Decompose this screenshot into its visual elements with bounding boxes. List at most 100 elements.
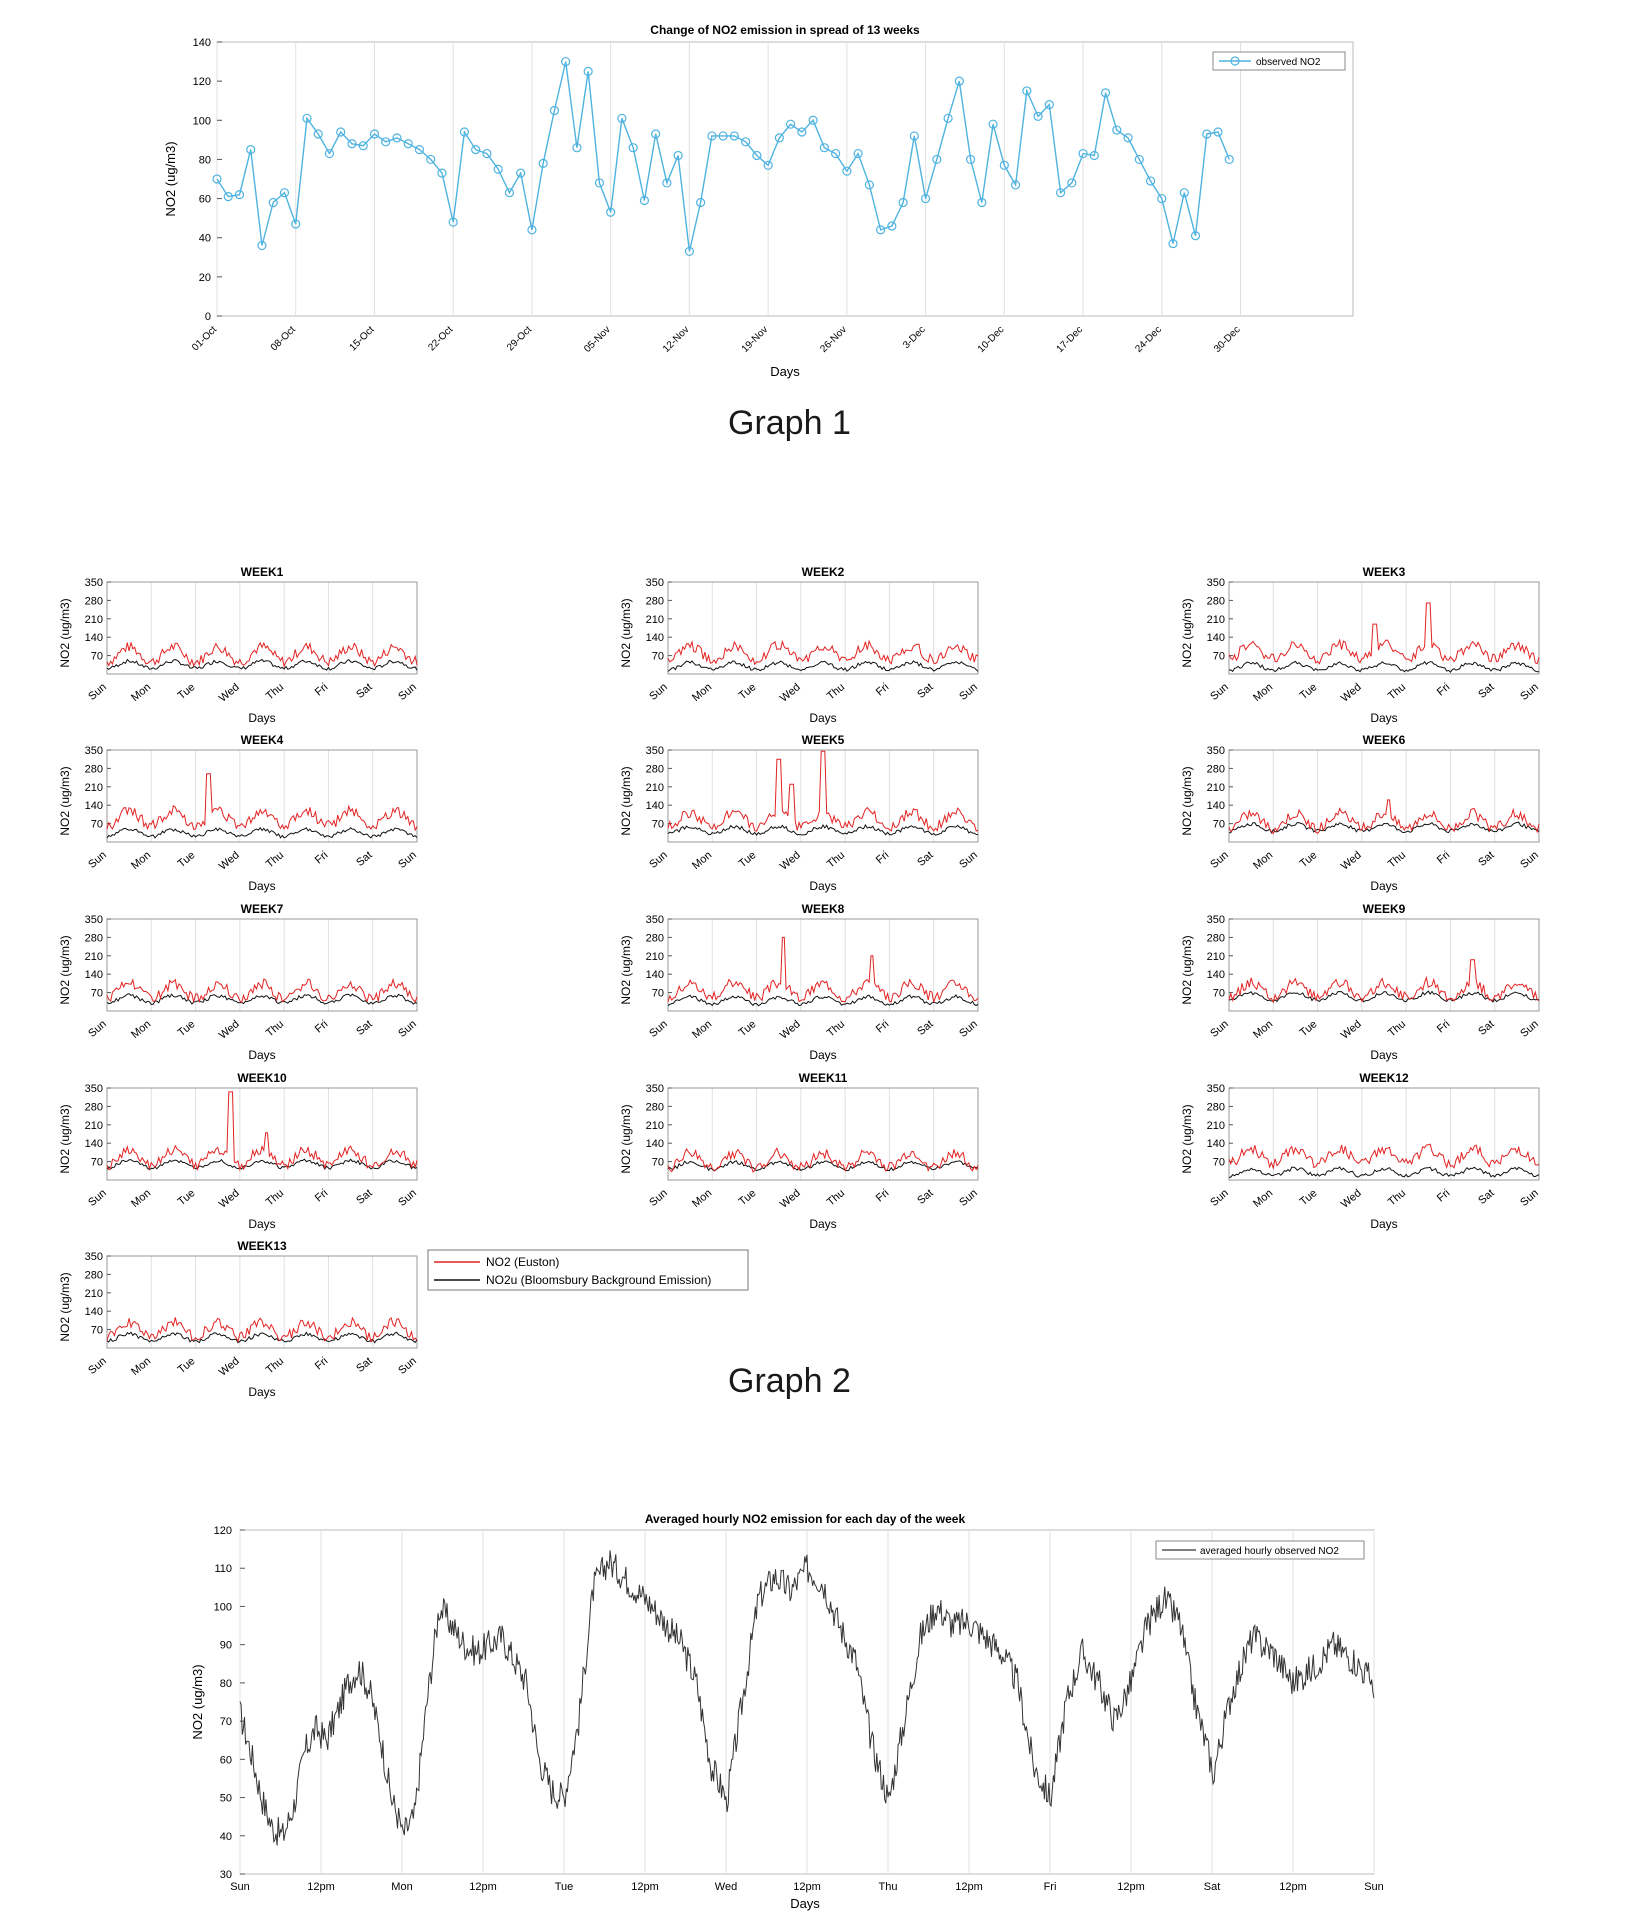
graph1-ytick-label: 0 xyxy=(205,311,211,323)
graph2-xtick-label: Wed xyxy=(217,681,242,705)
graph2-xtick-label: Fri xyxy=(1435,1187,1453,1204)
graph2-bloomsbury-line xyxy=(667,823,979,836)
graph2-plot-frame xyxy=(1228,749,1540,843)
graph1-data-point xyxy=(1044,100,1054,110)
graph2-xtick-label: Sun xyxy=(86,1187,109,1209)
graph2-xtick-label: Sun xyxy=(86,1355,109,1377)
graph1-data-point xyxy=(977,197,987,208)
graph2-xtick-label: Mon xyxy=(690,1187,714,1210)
graph1-data-point xyxy=(527,225,537,235)
graph1-data-point xyxy=(291,219,301,229)
graph2-bloomsbury-line xyxy=(106,993,418,1006)
graph2-xtick-label: Fri xyxy=(1435,1018,1453,1035)
graph1-xtick-label: 08-Oct xyxy=(269,324,298,353)
graph2-xtick-label: Tue xyxy=(1298,1018,1320,1039)
graph2-xtick-label: Sun xyxy=(396,1355,419,1377)
graph2-legend-bloomsbury-label: NO2u (Bloomsbury Background Emission) xyxy=(486,1273,711,1287)
graph1-data-point xyxy=(392,133,402,143)
graph2-ylabel: NO2 (ug/m3) xyxy=(619,598,633,667)
graph2-xtick-label: Tue xyxy=(176,1355,198,1376)
graph2-xlabel: Days xyxy=(1370,879,1397,893)
graph2-xtick-label: Mon xyxy=(1251,1187,1275,1210)
graph2-xtick-label: Mon xyxy=(690,681,714,704)
graph1-data-point xyxy=(696,197,706,208)
graph1-xtick-label: 26-Nov xyxy=(818,324,849,355)
graph2-xtick-label: Sat xyxy=(354,1018,374,1038)
graph2-euston-line xyxy=(1228,799,1540,835)
graph2-ytick-label: 280 xyxy=(646,595,664,607)
graph2-xlabel: Days xyxy=(248,879,275,893)
graph1-data-point xyxy=(1202,129,1212,139)
graph2-xtick-label: Fri xyxy=(1435,849,1453,866)
graph1-data-point xyxy=(617,113,627,123)
graph2-plot-frame xyxy=(667,581,979,675)
graph2-xtick-label: Tue xyxy=(1298,1187,1320,1208)
graph2-euston-line xyxy=(106,641,418,669)
graph2-euston-line xyxy=(1228,1143,1540,1171)
graph3-ytick-label: 70 xyxy=(220,1716,232,1728)
graph2-panel-week1: Sun Mon Tue Wed Thu Fri Sat Sun 70 140 210 280 350 WE… xyxy=(58,565,419,725)
graph1-data-point xyxy=(920,193,931,204)
graph1-xtick-label: 10-Dec xyxy=(976,324,1007,355)
graph1-data-point xyxy=(279,188,290,198)
graph2-ylabel: NO2 (ug/m3) xyxy=(619,766,633,835)
graph3-chart: 30 40 50 60 70 80 90 100 110 120 Sun 12pm Mon 12pm Tu… xyxy=(190,1512,1384,1911)
graph2-plot-frame xyxy=(106,749,418,843)
graph2-xtick-label: Tue xyxy=(737,849,759,870)
graph2-xtick-label: Sun xyxy=(1208,1018,1231,1040)
graph2-xlabel: Days xyxy=(809,1217,836,1231)
graph1-ytick-label: 40 xyxy=(199,233,211,245)
graph2-panel-week5: Sun Mon Tue Wed Thu Fri Sat Sun 70 140 210 280 350 WE… xyxy=(619,733,980,893)
graph2-xtick-label: Sun xyxy=(86,1018,109,1040)
graph2-xlabel: Days xyxy=(809,1048,836,1062)
graph1-ytick-label: 60 xyxy=(199,194,211,206)
graph1-data-point xyxy=(853,148,863,159)
graph3-ytick-label: 120 xyxy=(214,1525,232,1537)
graph3-xtick-label: Sat xyxy=(1204,1881,1221,1893)
graph3-ytick-label: 40 xyxy=(220,1831,232,1843)
graph2-xtick-label: Mon xyxy=(129,1355,153,1378)
graph2-xtick-label: Sun xyxy=(86,681,109,703)
graph2-xtick-label: Tue xyxy=(176,849,198,870)
graph2-panel-title: WEEK9 xyxy=(1363,902,1406,916)
graph1-gridlines xyxy=(216,42,1242,316)
graph2-ytick-label: 280 xyxy=(85,932,103,944)
graph1-data-point xyxy=(516,168,526,178)
graph1-data-point xyxy=(1100,88,1111,98)
graph2-ytick-label: 210 xyxy=(1207,614,1225,626)
graph2-plot-frame xyxy=(1228,918,1540,1012)
graph1-xlabel: Days xyxy=(770,364,800,379)
graph2-ytick-label: 350 xyxy=(646,577,664,589)
graph2-ytick-label: 280 xyxy=(1207,932,1225,944)
graph2-xtick-label: Mon xyxy=(1251,681,1275,704)
graph1-data-point xyxy=(223,192,233,202)
graph1-data-point xyxy=(302,113,312,123)
graph2-xtick-label: Sat xyxy=(915,1187,935,1207)
graph3-xtick-label: 12pm xyxy=(793,1881,821,1893)
graph2-ytick-label: 70 xyxy=(652,651,664,663)
graph2-ylabel: NO2 (ug/m3) xyxy=(58,1104,72,1173)
graph2-ytick-label: 210 xyxy=(85,1288,103,1300)
graph2-xtick-label: Fri xyxy=(313,1355,331,1372)
graph2-euston-line xyxy=(1228,959,1540,1004)
graph1-data-point xyxy=(932,154,942,165)
graph2-panel-week9: Sun Mon Tue Wed Thu Fri Sat Sun 70 140 210 280 350 WE… xyxy=(1180,902,1541,1062)
graph2-bloomsbury-line xyxy=(106,658,418,671)
graph2-ytick-label: 70 xyxy=(91,988,103,1000)
graph2-ytick-label: 140 xyxy=(1207,800,1225,812)
graph1-data-point xyxy=(1010,180,1021,190)
graph2-xtick-label: Fri xyxy=(874,681,892,698)
graph2-panel-week4: Sun Mon Tue Wed Thu Fri Sat Sun 70 140 210 280 350 WE… xyxy=(58,733,419,893)
graph1-data-point xyxy=(1157,193,1167,204)
graph2-xtick-label: Fri xyxy=(874,1018,892,1035)
graph1-data-point xyxy=(313,129,323,139)
graph3-ytick-label: 30 xyxy=(220,1869,232,1881)
graph1-data-point xyxy=(1224,154,1234,165)
graph3-xtick-label: 12pm xyxy=(307,1881,335,1893)
graph2-ytick-label: 70 xyxy=(652,819,664,831)
graph1-data-point xyxy=(673,150,683,161)
graph1-ytick-label: 80 xyxy=(199,154,211,166)
graph2-ytick-label: 350 xyxy=(1207,1083,1225,1095)
graph1-caption: Graph 1 xyxy=(728,404,851,442)
graph2-ytick-label: 280 xyxy=(646,763,664,775)
